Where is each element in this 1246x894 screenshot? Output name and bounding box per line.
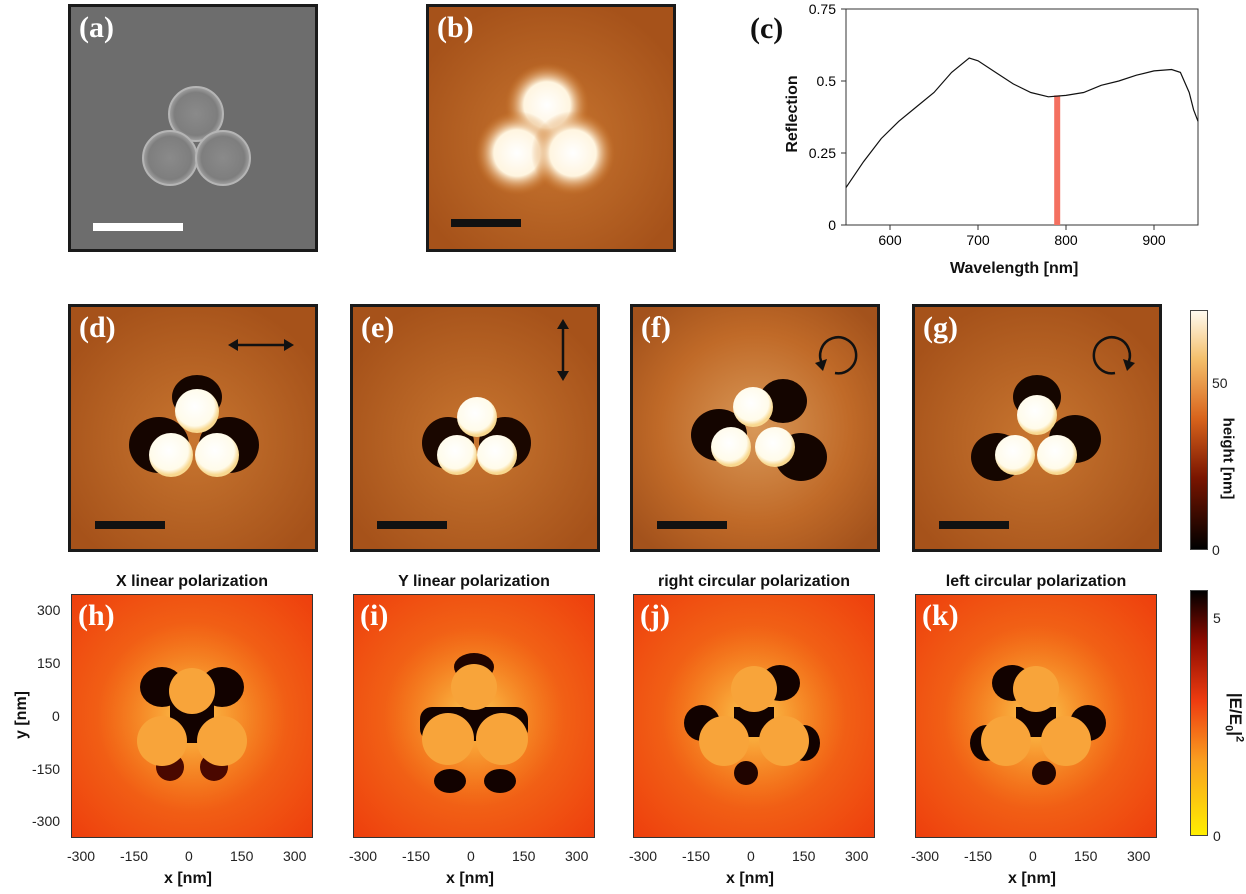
field-map-right-circular: (j) xyxy=(633,594,875,838)
afm-map xyxy=(71,307,315,549)
field-x-axis-label: x [nm] xyxy=(1008,870,1056,887)
x-tick: 300 xyxy=(1127,848,1151,864)
y-axis-label: Reflection xyxy=(784,75,801,153)
panel-label-d: (d) xyxy=(79,311,116,344)
field-map-title-y: Y linear polarization xyxy=(398,573,550,590)
height-colorbar xyxy=(1190,310,1208,550)
y-tick-label: 0.75 xyxy=(809,1,836,17)
panel-label-c: (c) xyxy=(750,12,784,45)
afm-y-polarization-panel: (e) xyxy=(350,304,600,552)
y-tick: -150 xyxy=(32,761,61,777)
reflection-chart: 600 700 800 900 0 0.25 0.5 0.75 (c) Wavelength … xyxy=(740,0,1210,285)
x-tick: -300 xyxy=(349,848,378,864)
x-axis-label: Wavelength [nm] xyxy=(950,260,1079,277)
reflection-series-line xyxy=(845,57,1199,188)
x-tick: 0 xyxy=(747,848,755,864)
field-colorbar-label-sup: 2 xyxy=(1233,735,1246,743)
panel-label-k: (k) xyxy=(922,599,959,632)
afm-x-polarization-panel: (d) xyxy=(68,304,318,552)
panel-label-e: (e) xyxy=(361,311,395,344)
reflection-chart-svg: 600 700 800 900 0 0.25 0.5 0.75 xyxy=(809,1,1199,248)
y-tick-label: 0 xyxy=(828,217,836,233)
y-tick: 0 xyxy=(52,708,60,724)
x-tick: 150 xyxy=(512,848,536,864)
x-tick-label: 600 xyxy=(878,232,902,248)
x-tick: 0 xyxy=(185,848,193,864)
x-tick: -300 xyxy=(911,848,940,864)
height-colorbar-tick-50: 50 xyxy=(1212,375,1228,391)
x-tick: -300 xyxy=(67,848,96,864)
field-x-axis-label: x [nm] xyxy=(726,870,774,887)
field-colorbar-label: |E/E0|2 xyxy=(1222,692,1246,743)
scale-bar xyxy=(939,521,1009,529)
left-circular-arrow-icon xyxy=(1092,336,1135,375)
sem-trimer-image xyxy=(142,86,251,186)
field-map-title-right: right circular polarization xyxy=(657,573,851,590)
x-polarization-arrow-icon xyxy=(228,339,294,351)
panel-label-i: (i) xyxy=(360,599,389,632)
field-map-x: (h) xyxy=(71,594,313,838)
x-tick: 0 xyxy=(1029,848,1037,864)
y-tick: 300 xyxy=(37,602,61,618)
scale-bar xyxy=(377,521,447,529)
y-tick-label: 0.25 xyxy=(809,145,836,161)
x-tick: 150 xyxy=(230,848,254,864)
x-tick-label: 800 xyxy=(1054,232,1078,248)
panel-label-g: (g) xyxy=(923,311,958,344)
y-tick-label: 0.5 xyxy=(817,73,837,89)
x-tick: -150 xyxy=(402,848,431,864)
scale-bar xyxy=(95,521,165,529)
highlight-band xyxy=(1054,95,1061,226)
afm-trimer-image xyxy=(429,7,673,249)
height-colorbar-tick-0: 0 xyxy=(1212,542,1220,558)
y-tick: 150 xyxy=(37,655,61,671)
x-tick: -150 xyxy=(682,848,711,864)
afm-map xyxy=(915,307,1159,549)
right-circular-arrow-icon xyxy=(815,336,858,375)
x-tick: -150 xyxy=(120,848,149,864)
x-tick: -300 xyxy=(629,848,658,864)
x-tick: 150 xyxy=(1074,848,1098,864)
field-map-title-left: left circular polarization xyxy=(945,573,1127,590)
x-tick: 300 xyxy=(565,848,589,864)
scale-bar xyxy=(451,219,521,227)
x-tick: 150 xyxy=(792,848,816,864)
field-map-left-circular: (k) xyxy=(915,594,1157,838)
afm-left-circular-panel: (g) xyxy=(912,304,1162,552)
plot-frame xyxy=(845,8,1199,226)
field-map-y: (i) xyxy=(353,594,595,838)
field-colorbar-tick-0: 0 xyxy=(1213,828,1221,844)
scale-bar xyxy=(657,521,727,529)
panel-label-b: (b) xyxy=(437,11,474,44)
scale-bar xyxy=(93,223,183,231)
panel-label-j: (j) xyxy=(640,599,670,632)
x-tick-label: 700 xyxy=(966,232,990,248)
field-x-axis-label: x [nm] xyxy=(164,870,212,887)
afm-map xyxy=(633,307,877,549)
field-map-title-x: X linear polarization xyxy=(115,573,269,590)
afm-right-circular-panel: (f) xyxy=(630,304,880,552)
x-tick: -150 xyxy=(964,848,993,864)
field-colorbar xyxy=(1190,590,1208,836)
sem-image-panel: (a) xyxy=(68,4,318,252)
field-x-axis-label: x [nm] xyxy=(446,870,494,887)
field-y-axis-label: y [nm] xyxy=(13,691,30,739)
panel-label-f: (f) xyxy=(641,311,671,344)
afm-image-panel: (b) xyxy=(426,4,676,252)
afm-map xyxy=(353,307,597,549)
field-colorbar-label-main: |E/E xyxy=(1225,692,1245,726)
panel-label-a: (a) xyxy=(79,11,114,44)
panel-label-h: (h) xyxy=(78,599,115,632)
field-colorbar-tick-5: 5 xyxy=(1213,610,1221,626)
y-polarization-arrow-icon xyxy=(557,319,569,381)
y-tick: -300 xyxy=(32,813,61,829)
x-tick-label: 900 xyxy=(1142,232,1166,248)
x-tick: 300 xyxy=(845,848,869,864)
x-tick: 300 xyxy=(283,848,307,864)
height-colorbar-label: height [nm] xyxy=(1219,417,1237,500)
x-tick: 0 xyxy=(467,848,475,864)
